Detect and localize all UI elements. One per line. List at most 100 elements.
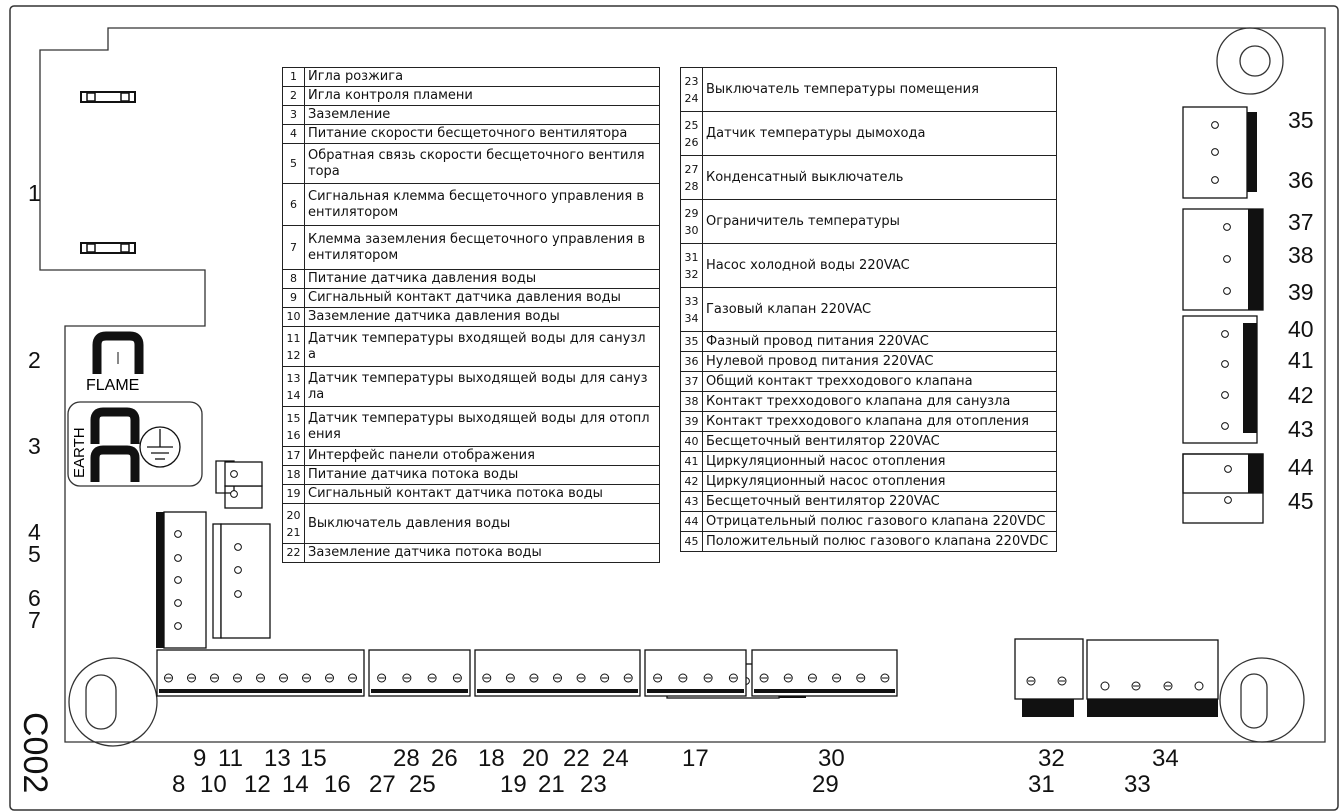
connector-strip [644, 649, 747, 697]
pin-description: Заземление датчика давления воды [304, 307, 660, 327]
pin-number: 18 [282, 465, 305, 485]
pin-number-value: 33 [684, 294, 699, 308]
pin-number-value: 4 [290, 127, 297, 140]
table-row: 39 Контакт трехходового клапана для отопл… [680, 411, 1057, 432]
pin-label: 38 [1288, 242, 1314, 268]
pin-description: Заземление датчика потока воды [304, 543, 660, 563]
connector-bottom-4pin [1086, 639, 1219, 717]
pin-label: 8 [172, 771, 186, 798]
pin-number: 15 16 [282, 406, 305, 447]
pin-description: Отрицательный полюс газового клапана 220… [702, 511, 1057, 532]
pin-label: 9 [193, 745, 207, 772]
pin-number-value: 13 [286, 371, 301, 385]
table-row: 5 Обратная связь скорости бесщеточного ве… [282, 143, 660, 184]
pin-label: 30 [818, 745, 845, 772]
pin-description: Сигнальная клемма бесщеточного управлени… [304, 183, 660, 226]
pin-description: Игла контроля пламени [304, 86, 660, 106]
pin-number-value: 29 [684, 206, 699, 220]
table-row: 22 Заземление датчика потока воды [282, 543, 660, 563]
ground-symbol-icon [139, 426, 181, 468]
pin-description: Нулевой провод питания 220VAC [702, 351, 1057, 372]
table-row: 13 14 Датчик температуры выходящей воды дл… [282, 366, 660, 407]
pin-number-value: 27 [684, 162, 699, 176]
flame-label: FLAME [86, 377, 139, 394]
pin-number-value: 18 [286, 468, 301, 481]
pin-description: Сигнальный контакт датчика потока воды [304, 484, 660, 504]
pin-number: 38 [680, 391, 703, 412]
pin-number: 36 [680, 351, 703, 372]
pin-number: 43 [680, 491, 703, 512]
pin-label: 10 [200, 771, 227, 798]
pin-description: Датчик температуры выходящей воды для от… [304, 406, 660, 447]
bottom-connectors [156, 649, 898, 697]
pin-description: Питание скорости бесщеточного вентилятор… [304, 124, 660, 144]
table-row: 20 21 Выключатель давления воды [282, 503, 660, 544]
fuse-icon [80, 91, 136, 103]
pin-number: 7 [282, 225, 305, 270]
connector-right-3pin [1182, 106, 1257, 199]
pin-label: 31 [1028, 771, 1055, 798]
pin-label: 42 [1288, 382, 1314, 408]
pin-description: Датчик температуры выходящей воды для са… [304, 366, 660, 407]
pin-number: 23 24 [680, 67, 703, 112]
pin-label: 22 [563, 745, 590, 772]
pin-number-value: 30 [684, 223, 699, 237]
pin-description: Ограничитель температуры [702, 199, 1057, 244]
pin-number: 42 [680, 471, 703, 492]
pin-description: Датчик температуры дымохода [702, 111, 1057, 156]
table-row: 29 30 Ограничитель температуры [680, 199, 1057, 244]
connector-strip [156, 649, 365, 697]
pin-label: 2 [28, 347, 41, 373]
pin-label: 27 [369, 771, 396, 798]
pin-description: Клемма заземления бесщеточного управлени… [304, 225, 660, 270]
pin-description: Фазный провод питания 220VAC [702, 331, 1057, 352]
pin-number: 37 [680, 371, 703, 392]
pin-label: 45 [1288, 488, 1314, 514]
connector-5pin-vertical [156, 511, 207, 649]
pin-number-value: 41 [684, 454, 699, 468]
pin-description: Датчик температуры входящей воды для сан… [304, 326, 660, 367]
pin-label: 39 [1288, 279, 1314, 305]
pin-number-value: 7 [290, 240, 297, 254]
table-row: 2 Игла контроля пламени [282, 86, 660, 106]
pin-number-value: 28 [684, 179, 699, 193]
pin-description: Сигнальный контакт датчика давления воды [304, 288, 660, 308]
table-row: 44 Отрицательный полюс газового клапана 2… [680, 511, 1057, 532]
pin-number-value: 37 [684, 374, 699, 388]
table-row: 9 Сигнальный контакт датчика давления вод… [282, 288, 660, 308]
pin-description: Выключатель температуры помещения [702, 67, 1057, 112]
pin-description: Интерфейс панели отображения [304, 446, 660, 466]
table-row: 7 Клемма заземления бесщеточного управлен… [282, 225, 660, 270]
pin-number-value: 19 [286, 487, 301, 500]
pin-label: 15 [300, 745, 327, 772]
pin-number-value: 5 [290, 156, 297, 170]
pin-table-left: 1 Игла розжига 2 Игла контроля пламени 3 Зазе… [282, 67, 660, 563]
pin-number-value: 22 [286, 546, 301, 559]
pin-number-value: 11 [286, 331, 301, 345]
pin-number-value: 34 [684, 311, 699, 325]
connector-strip [368, 649, 471, 697]
table-row: 23 24 Выключатель температуры помещения [680, 67, 1057, 112]
pin-label: 43 [1288, 416, 1314, 442]
table-row: 38 Контакт трехходового клапана для сануз… [680, 391, 1057, 412]
table-row: 45 Положительный полюс газового клапана 2… [680, 531, 1057, 552]
pin-number: 25 26 [680, 111, 703, 156]
pin-number: 5 [282, 143, 305, 184]
pin-description: Циркуляционный насос отопления [702, 451, 1057, 472]
pin-number-value: 21 [286, 525, 301, 539]
table-row: 8 Питание датчика давления воды [282, 269, 660, 289]
pin-description: Питание датчика потока воды [304, 465, 660, 485]
pin-number: 3 [282, 105, 305, 125]
pin-label: 13 [264, 745, 291, 772]
pin-number-value: 35 [684, 334, 699, 348]
table-row: 1 Игла розжига [282, 67, 660, 87]
mounting-hole-icon [1216, 27, 1284, 95]
connector-3pin-vertical [212, 523, 271, 639]
pin-number-value: 8 [290, 272, 297, 285]
connector-right-2pin-body [1182, 453, 1264, 524]
pin-number-value: 20 [286, 508, 301, 522]
table-row: 40 Бесщеточный вентилятор 220VAC [680, 431, 1057, 452]
pin-number: 10 [282, 307, 305, 327]
pin-label: 35 [1288, 107, 1314, 133]
pin-label: 23 [580, 771, 607, 798]
